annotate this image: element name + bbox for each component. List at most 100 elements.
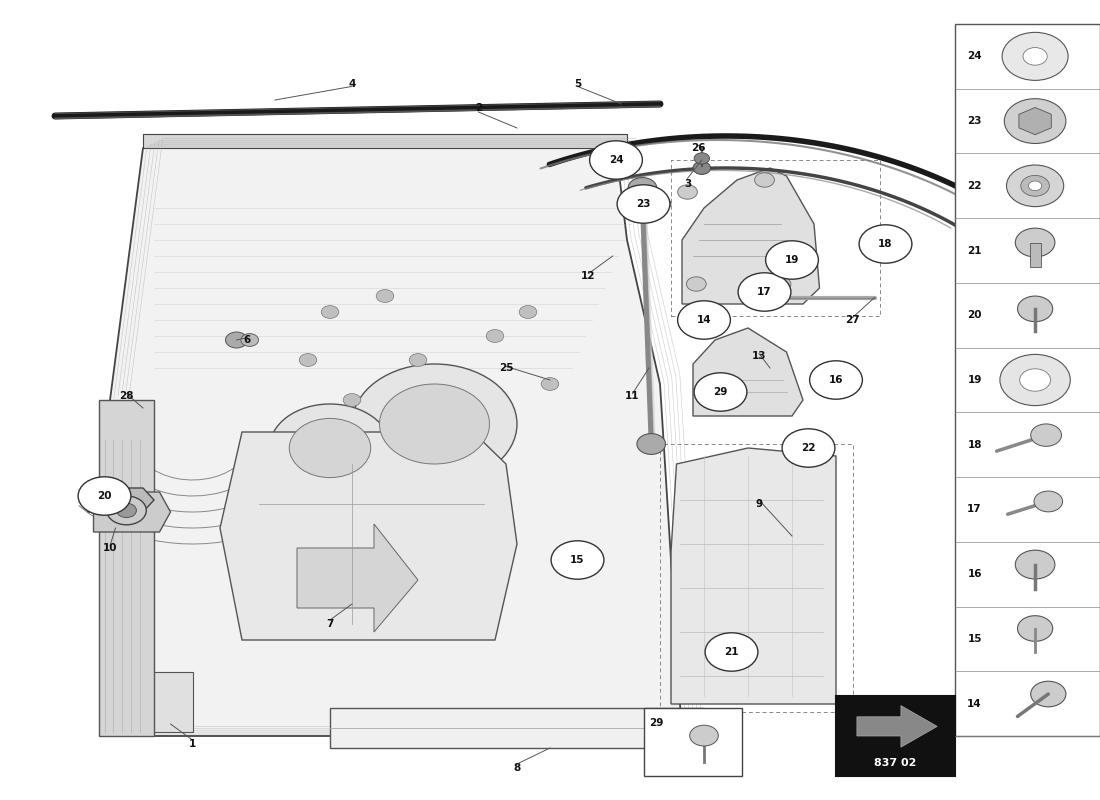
Text: 18: 18 [878, 239, 893, 249]
Circle shape [694, 153, 710, 164]
Text: 21: 21 [967, 246, 982, 255]
Circle shape [705, 633, 758, 671]
Circle shape [409, 354, 427, 366]
Text: 5: 5 [574, 79, 581, 89]
Circle shape [755, 173, 774, 187]
Circle shape [226, 332, 248, 348]
Polygon shape [110, 148, 682, 736]
Circle shape [376, 290, 394, 302]
Circle shape [1031, 424, 1062, 446]
Text: 9: 9 [756, 499, 762, 509]
Circle shape [766, 241, 818, 279]
Circle shape [590, 141, 642, 179]
Text: 12: 12 [581, 271, 596, 281]
Circle shape [1031, 682, 1066, 707]
Polygon shape [330, 708, 704, 748]
Text: 18: 18 [967, 440, 982, 450]
Circle shape [771, 277, 791, 291]
Text: 17: 17 [757, 287, 772, 297]
Circle shape [859, 225, 912, 263]
Circle shape [1006, 165, 1064, 206]
Text: 3: 3 [684, 179, 691, 189]
Circle shape [352, 364, 517, 484]
Text: 11: 11 [625, 391, 640, 401]
Circle shape [617, 185, 670, 223]
FancyBboxPatch shape [644, 708, 743, 776]
Circle shape [551, 541, 604, 579]
Text: 17: 17 [967, 505, 982, 514]
Text: 15: 15 [570, 555, 585, 565]
Text: 20: 20 [97, 491, 112, 501]
Text: 7: 7 [327, 619, 333, 629]
Text: 14: 14 [967, 698, 982, 709]
FancyBboxPatch shape [1030, 242, 1041, 266]
Polygon shape [671, 448, 836, 704]
Circle shape [637, 434, 666, 454]
Polygon shape [1019, 107, 1052, 134]
Polygon shape [143, 134, 627, 148]
Circle shape [653, 198, 671, 210]
Circle shape [782, 429, 835, 467]
Text: 24: 24 [608, 155, 624, 165]
Circle shape [810, 361, 862, 399]
Text: 29: 29 [649, 718, 664, 728]
Text: 19: 19 [784, 255, 800, 265]
Circle shape [1028, 181, 1042, 190]
Text: 14: 14 [696, 315, 712, 325]
Circle shape [1015, 228, 1055, 257]
Polygon shape [857, 706, 937, 747]
Circle shape [1002, 32, 1068, 80]
Text: 25: 25 [498, 363, 514, 373]
Text: 6: 6 [244, 335, 251, 345]
Circle shape [1015, 550, 1055, 579]
Polygon shape [88, 488, 154, 512]
Circle shape [1000, 354, 1070, 406]
Text: 19: 19 [967, 375, 982, 385]
Circle shape [694, 373, 747, 411]
Text: 15: 15 [967, 634, 982, 644]
Text: 22: 22 [801, 443, 816, 453]
Circle shape [270, 404, 390, 492]
Circle shape [486, 330, 504, 342]
Text: 4: 4 [349, 79, 355, 89]
Text: 16: 16 [967, 569, 982, 579]
Circle shape [343, 394, 361, 406]
Text: 23: 23 [967, 116, 982, 126]
Text: 10: 10 [102, 543, 118, 553]
Polygon shape [682, 168, 820, 304]
Text: 8: 8 [514, 763, 520, 773]
Text: 22: 22 [967, 181, 982, 191]
Circle shape [289, 418, 371, 478]
Text: 26: 26 [691, 143, 706, 153]
Circle shape [299, 354, 317, 366]
Circle shape [321, 306, 339, 318]
Polygon shape [110, 672, 192, 732]
Circle shape [1020, 369, 1050, 391]
Circle shape [519, 306, 537, 318]
Text: 28: 28 [119, 391, 134, 401]
Circle shape [1004, 98, 1066, 143]
Circle shape [241, 334, 258, 346]
Circle shape [107, 496, 146, 525]
Text: 1: 1 [189, 739, 196, 749]
Polygon shape [220, 432, 517, 640]
Circle shape [1018, 296, 1053, 322]
Circle shape [686, 277, 706, 291]
Circle shape [690, 725, 718, 746]
Circle shape [78, 477, 131, 515]
Polygon shape [99, 400, 154, 736]
Circle shape [1034, 491, 1063, 512]
Circle shape [541, 378, 559, 390]
Text: 23: 23 [636, 199, 651, 209]
Polygon shape [693, 328, 803, 416]
Text: 13: 13 [751, 351, 767, 361]
Text: 837 02: 837 02 [874, 758, 916, 768]
Circle shape [1023, 47, 1047, 65]
Circle shape [678, 185, 697, 199]
Polygon shape [297, 524, 418, 632]
Circle shape [1021, 175, 1049, 196]
FancyBboxPatch shape [836, 696, 955, 776]
FancyBboxPatch shape [955, 24, 1100, 736]
Circle shape [693, 162, 711, 174]
Circle shape [738, 273, 791, 311]
